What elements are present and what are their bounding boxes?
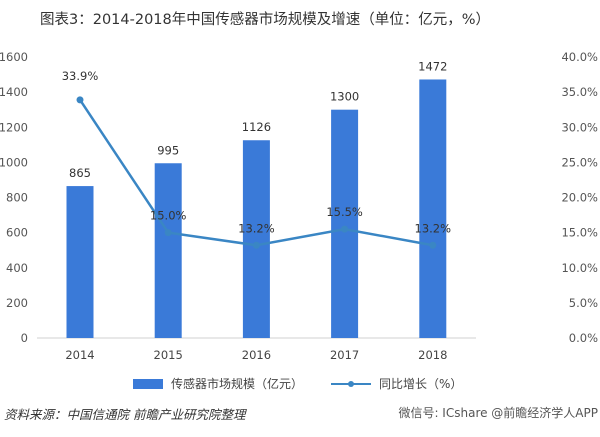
growth-data-label: 33.9% [62,69,99,83]
chart-title: 图表3：2014-2018年中国传感器市场规模及增速（单位：亿元，%） [40,12,491,28]
y-right-tick-label: 0.0% [569,331,598,345]
y-left-tick-label: 800 [6,191,28,205]
bar [419,79,447,338]
bar-data-label: 1126 [242,120,271,134]
bar [242,140,270,338]
legend-bar-label: 传感器市场规模（亿元） [171,377,304,391]
x-tick-label: 2015 [154,348,183,362]
bar-data-label: 1472 [418,59,447,73]
y-left-tick-label: 1200 [0,120,28,134]
legend-line-swatch [331,380,372,387]
growth-point [76,96,84,104]
chart-plot: 0 200 400 600 800 1000 1200 1400 1600 0.0% 5.0% 10.… [0,50,598,362]
x-tick-label: 2014 [65,348,94,362]
y-right-tick-label: 15.0% [561,226,598,240]
legend-line-label: 同比增长（%） [379,377,463,391]
y-right-tick-label: 30.0% [561,120,598,134]
y-right-tick-label: 25.0% [561,155,598,169]
watermark: 微信号: ICshare @前瞻经济学人APP [398,406,598,420]
growth-point [429,241,437,249]
y-right-tick-label: 10.0% [561,261,598,275]
bar [331,109,359,338]
bar-data-label: 995 [157,143,179,157]
growth-data-label: 13.2% [238,221,275,235]
source-note: 资料来源：中国信通院 前瞻产业研究院整理 [4,407,246,422]
bar [154,163,182,338]
x-tick-label: 2017 [330,348,359,362]
y-right-tick-label: 40.0% [561,50,598,64]
y-left-tick-label: 400 [6,261,28,275]
y-right-tick-label: 20.0% [561,191,598,205]
y-right-tick-label: 5.0% [569,296,598,310]
growth-data-label: 15.5% [326,205,363,219]
bar-data-label: 1300 [330,90,359,104]
bar-data-label: 865 [69,166,91,180]
growth-point [252,241,260,249]
growth-point [341,225,349,233]
y-left-tick-label: 0 [21,331,28,345]
bar [66,186,94,338]
legend-bar-swatch [133,378,163,389]
y-left-tick-label: 600 [6,226,28,240]
growth-point [164,229,172,237]
y-left-tick-label: 200 [6,296,28,310]
x-tick-label: 2018 [418,348,447,362]
growth-data-label: 15.0% [150,209,187,223]
legend: 传感器市场规模（亿元） 同比增长（%） [133,375,462,392]
growth-data-label: 13.2% [415,221,452,235]
y-left-tick-label: 1600 [0,50,28,64]
x-tick-label: 2016 [242,348,271,362]
y-right-tick-label: 35.0% [561,85,598,99]
y-left-tick-label: 1400 [0,85,28,99]
y-left-tick-label: 1000 [0,155,28,169]
